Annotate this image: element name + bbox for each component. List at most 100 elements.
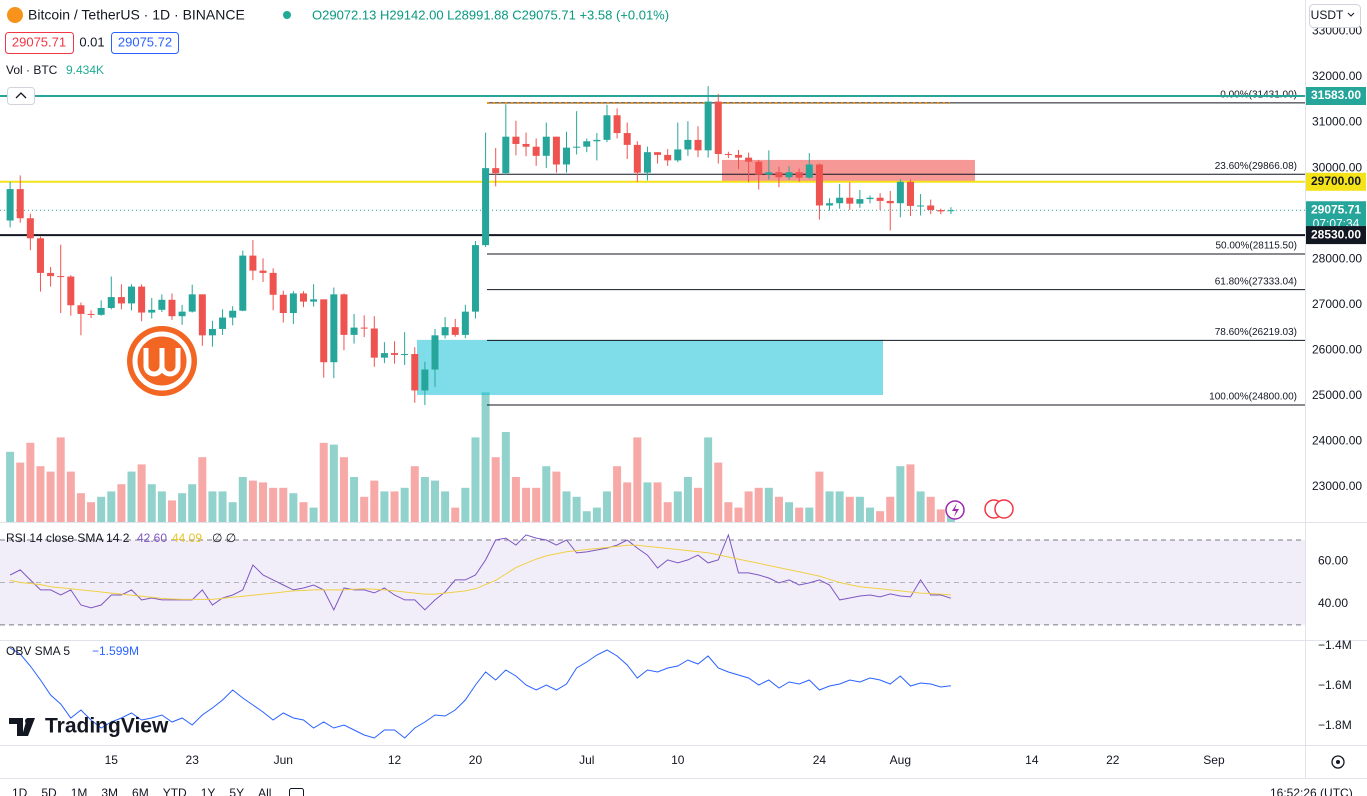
volume-bar [319,442,328,522]
symbol-icon [7,7,23,23]
settings-icon[interactable] [1331,755,1345,769]
obv-pane [9,647,951,739]
candle-body [654,152,662,155]
buy-price[interactable]: 29075.72 [118,34,172,49]
candle-body [765,172,773,175]
sell-price[interactable]: 29075.71 [12,34,66,49]
x-tick-label: Aug [890,753,911,767]
candle-body [896,181,904,204]
volume-bar [572,496,581,522]
sell-button[interactable] [5,32,74,54]
candle-body [927,205,935,211]
candle-body [694,139,702,151]
candle-body [239,255,247,311]
volume-bar [441,491,450,522]
volume-bar [896,466,905,522]
volume-bar [127,471,136,522]
rsi-value: 42.60 [137,531,167,545]
rsi-legend: RSI 14 close SMA 14 2 [6,531,130,545]
candle-body [391,353,399,355]
volume-bar [471,437,480,522]
candle-body [117,297,125,304]
y-tick-label: 28000.00 [1312,251,1362,265]
volume-bar [906,464,915,522]
candle-body [603,115,611,140]
candle-body [563,147,571,165]
volume-bar [774,496,783,522]
calendar-icon[interactable] [289,788,304,796]
volume-bar [117,484,126,522]
candle-body [502,136,510,174]
volume-bar [491,457,500,522]
rsi-pane [0,533,1305,626]
price-tag-label: 31583.00 [1311,88,1361,102]
timeframe-button[interactable]: 3M [101,786,118,796]
candle-body [441,327,449,336]
candle-body [411,354,419,391]
volume-bar [613,466,622,522]
timeframe-button[interactable]: 5D [41,786,57,796]
volume-bar [835,491,844,522]
timeframe-button[interactable]: YTD [163,786,187,796]
candle-body [198,294,206,336]
volume-bar [36,466,45,522]
candle-body [269,272,277,295]
candle-body [937,210,945,212]
x-tick-label: 15 [105,753,119,767]
candle-body [826,203,834,206]
candle-body [876,197,884,201]
volume-bar [400,487,409,522]
candle-body [724,153,732,155]
volume-bar [279,487,288,522]
x-tick-label: 24 [813,753,827,767]
candle-body [583,141,591,147]
candle-body [289,293,297,314]
candle-body [643,152,651,173]
symbol-title[interactable]: Bitcoin / TetherUS · 1D · BINANCE [28,7,245,23]
volume-bar [451,507,460,522]
candle-body [947,210,955,212]
candle-body [623,133,631,145]
timeframe-button[interactable]: 1M [71,786,88,796]
candle-body [492,168,500,174]
candle-body [229,310,237,318]
economic-event[interactable] [994,499,1014,519]
candle-body [138,286,146,313]
bottom-toolbar: 1D 5D 1M 3M 6M YTD 1Y 5Y All [12,786,271,796]
currency[interactable]: USDT [1311,8,1344,22]
volume-bar [714,462,723,522]
volume-bar [724,502,733,522]
y-tick-label: 25000.00 [1312,388,1362,402]
candle-body [846,197,854,204]
candle-body [421,369,429,391]
volume-bar [289,493,298,522]
candle-body [249,255,257,271]
candle-body [745,157,753,162]
timeframe-button[interactable]: All [258,786,271,796]
x-tick-label: 14 [1025,753,1039,767]
volume-bar [511,477,520,522]
candle-body [775,172,783,178]
candle-body [664,154,672,161]
volume-bar [26,442,35,522]
zone [722,159,975,182]
volume-bar [360,496,369,522]
volume-bar [248,480,257,522]
timeframe-button[interactable]: 1Y [201,786,216,796]
timeframe-button[interactable]: 1D [12,786,28,796]
volume-bar [420,477,429,522]
timeframe-button[interactable]: 5Y [229,786,244,796]
currency-button[interactable] [1309,4,1361,28]
collapse-button[interactable] [7,87,35,105]
candle-body [279,294,287,314]
volume-bar [926,496,935,522]
candle-body [805,164,813,178]
timeframe-button[interactable]: 6M [132,786,149,796]
volume-bar [198,457,207,522]
x-tick-label: 10 [671,753,685,767]
buy-button[interactable] [111,32,179,54]
volume-bar [815,471,824,522]
volume-bar [97,496,106,522]
candle-body [16,189,24,219]
volume-bar [370,480,379,522]
